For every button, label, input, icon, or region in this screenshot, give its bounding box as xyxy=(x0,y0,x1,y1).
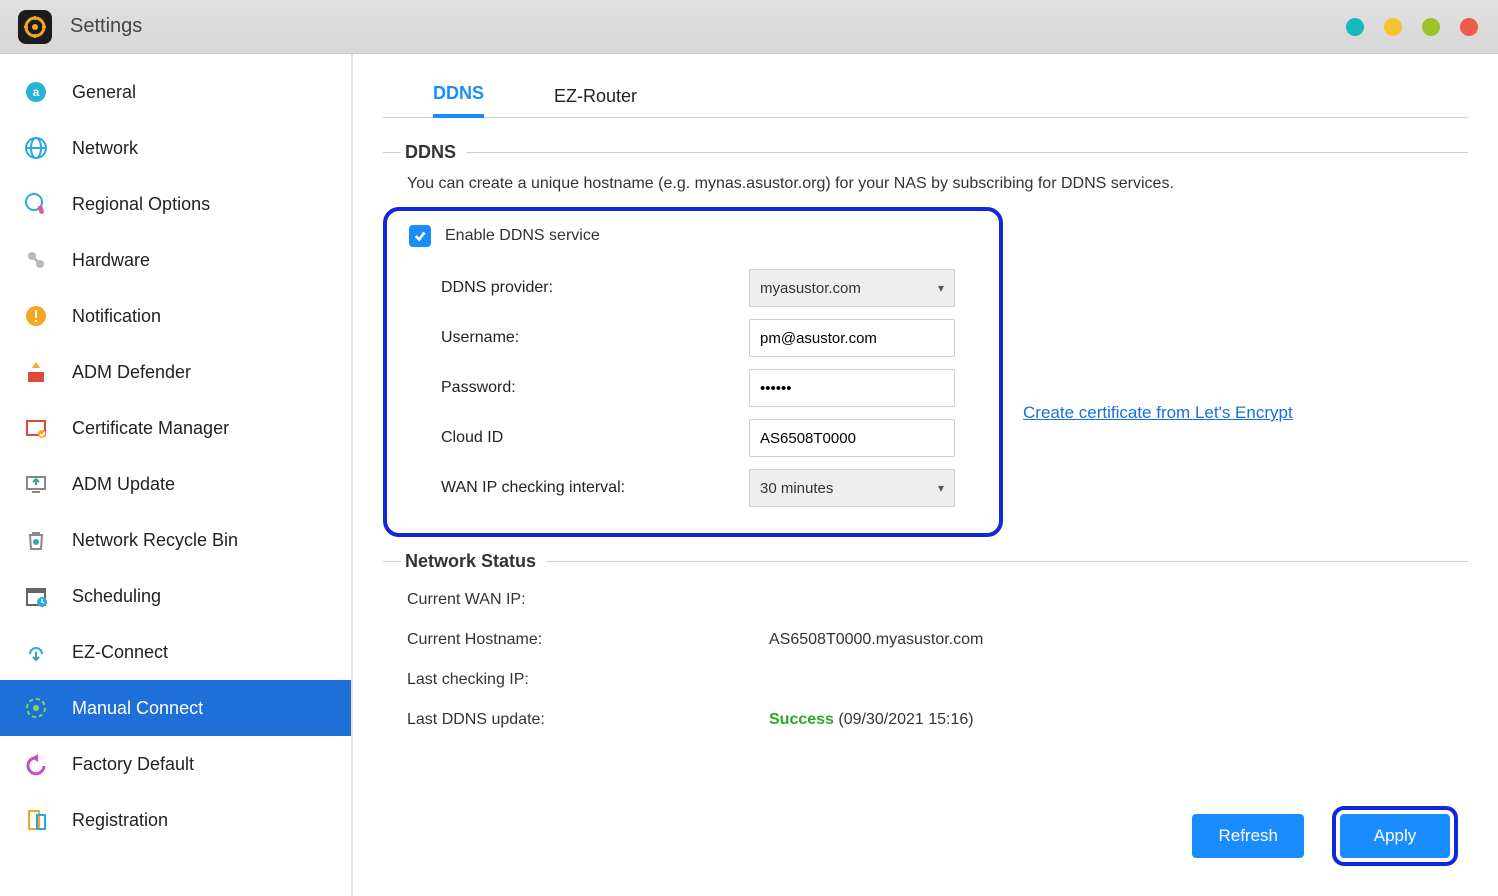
sidebar-item-label: Notification xyxy=(72,306,161,327)
general-icon: a xyxy=(22,78,50,106)
footer-buttons: Refresh Apply xyxy=(1192,806,1458,866)
window-dot-red[interactable] xyxy=(1460,18,1478,36)
apply-button[interactable]: Apply xyxy=(1340,814,1450,858)
sidebar-item-label: Network xyxy=(72,138,138,159)
sidebar: a General Network Regional Options Hardw… xyxy=(0,54,353,896)
sidebar-item-defender[interactable]: ADM Defender xyxy=(0,344,351,400)
window-dot-green[interactable] xyxy=(1422,18,1440,36)
notification-icon xyxy=(22,302,50,330)
chevron-down-icon: ▾ xyxy=(938,281,944,295)
interval-label: WAN IP checking interval: xyxy=(409,479,749,497)
ddns-group: DDNS You can create a unique hostname (e… xyxy=(383,142,1468,537)
window-title: Settings xyxy=(70,15,142,38)
sidebar-item-network[interactable]: Network xyxy=(0,120,351,176)
sidebar-item-label: Hardware xyxy=(72,250,150,271)
password-input[interactable] xyxy=(749,369,955,407)
cloudid-label: Cloud ID xyxy=(409,429,749,447)
ddns-highlight-box: Enable DDNS service DDNS provider: myasu… xyxy=(383,207,1003,537)
sidebar-item-label: Factory Default xyxy=(72,754,194,775)
content-pane: DDNS EZ-Router DDNS You can create a uni… xyxy=(353,54,1498,896)
sidebar-item-ezconnect[interactable]: EZ-Connect xyxy=(0,624,351,680)
chevron-down-icon: ▾ xyxy=(938,481,944,495)
recycle-icon xyxy=(22,526,50,554)
lastupdate-value: Success (09/30/2021 15:16) xyxy=(769,711,974,729)
sidebar-item-label: Scheduling xyxy=(72,586,161,607)
status-legend: Network Status xyxy=(401,551,546,572)
refresh-button[interactable]: Refresh xyxy=(1192,814,1304,858)
interval-value: 30 minutes xyxy=(760,480,833,497)
lets-encrypt-link[interactable]: Create certificate from Let's Encrypt xyxy=(1023,403,1293,423)
certificate-icon xyxy=(22,414,50,442)
sidebar-item-scheduling[interactable]: Scheduling xyxy=(0,568,351,624)
tab-ezrouter[interactable]: EZ-Router xyxy=(554,86,637,117)
username-label: Username: xyxy=(409,329,749,347)
lastupdate-time: (09/30/2021 15:16) xyxy=(834,711,974,728)
enable-ddns-label: Enable DDNS service xyxy=(445,227,600,245)
scheduling-icon xyxy=(22,582,50,610)
interval-select[interactable]: 30 minutes ▾ xyxy=(749,469,955,507)
apply-highlight: Apply xyxy=(1332,806,1458,866)
lastupdate-label: Last DDNS update: xyxy=(407,711,769,729)
defender-icon xyxy=(22,358,50,386)
provider-label: DDNS provider: xyxy=(409,279,749,297)
tabs: DDNS EZ-Router xyxy=(383,74,1468,118)
registration-icon xyxy=(22,806,50,834)
factory-icon xyxy=(22,750,50,778)
provider-value: myasustor.com xyxy=(760,280,861,297)
lastupdate-status: Success xyxy=(769,711,834,728)
settings-app-icon xyxy=(18,10,52,44)
sidebar-item-label: Regional Options xyxy=(72,194,210,215)
sidebar-item-registration[interactable]: Registration xyxy=(0,792,351,848)
sidebar-item-label: EZ-Connect xyxy=(72,642,168,663)
sidebar-item-manual-connect[interactable]: Manual Connect xyxy=(0,680,351,736)
sidebar-item-factory[interactable]: Factory Default xyxy=(0,736,351,792)
provider-select[interactable]: myasustor.com ▾ xyxy=(749,269,955,307)
sidebar-item-label: ADM Defender xyxy=(72,362,191,383)
sidebar-item-hardware[interactable]: Hardware xyxy=(0,232,351,288)
sidebar-item-label: Network Recycle Bin xyxy=(72,530,238,551)
sidebar-item-notification[interactable]: Notification xyxy=(0,288,351,344)
sidebar-item-regional[interactable]: Regional Options xyxy=(0,176,351,232)
hostname-label: Current Hostname: xyxy=(407,631,769,649)
svg-text:a: a xyxy=(33,85,40,99)
sidebar-item-update[interactable]: ADM Update xyxy=(0,456,351,512)
sidebar-item-general[interactable]: a General xyxy=(0,64,351,120)
wan-ip-label: Current WAN IP: xyxy=(407,591,769,609)
hardware-icon xyxy=(22,246,50,274)
network-status-group: Network Status Current WAN IP: Current H… xyxy=(383,551,1468,740)
manual-connect-icon xyxy=(22,694,50,722)
password-label: Password: xyxy=(409,379,749,397)
network-icon xyxy=(22,134,50,162)
cloudid-input[interactable] xyxy=(749,419,955,457)
ezconnect-icon xyxy=(22,638,50,666)
regional-icon xyxy=(22,190,50,218)
sidebar-item-label: Certificate Manager xyxy=(72,418,229,439)
lastcheck-label: Last checking IP: xyxy=(407,671,769,689)
titlebar: Settings xyxy=(0,0,1498,54)
sidebar-item-label: Manual Connect xyxy=(72,698,203,719)
ddns-legend: DDNS xyxy=(401,142,466,163)
sidebar-item-label: Registration xyxy=(72,810,168,831)
update-icon xyxy=(22,470,50,498)
username-input[interactable] xyxy=(749,319,955,357)
ddns-description: You can create a unique hostname (e.g. m… xyxy=(407,175,1468,193)
tab-ddns[interactable]: DDNS xyxy=(433,83,484,118)
sidebar-item-recycle[interactable]: Network Recycle Bin xyxy=(0,512,351,568)
window-dot-teal[interactable] xyxy=(1346,18,1364,36)
sidebar-item-label: ADM Update xyxy=(72,474,175,495)
sidebar-item-label: General xyxy=(72,82,136,103)
window-dot-yellow[interactable] xyxy=(1384,18,1402,36)
enable-ddns-checkbox[interactable] xyxy=(409,225,431,247)
hostname-value: AS6508T0000.myasustor.com xyxy=(769,631,983,649)
window-controls xyxy=(1346,0,1478,54)
sidebar-item-certificate[interactable]: Certificate Manager xyxy=(0,400,351,456)
